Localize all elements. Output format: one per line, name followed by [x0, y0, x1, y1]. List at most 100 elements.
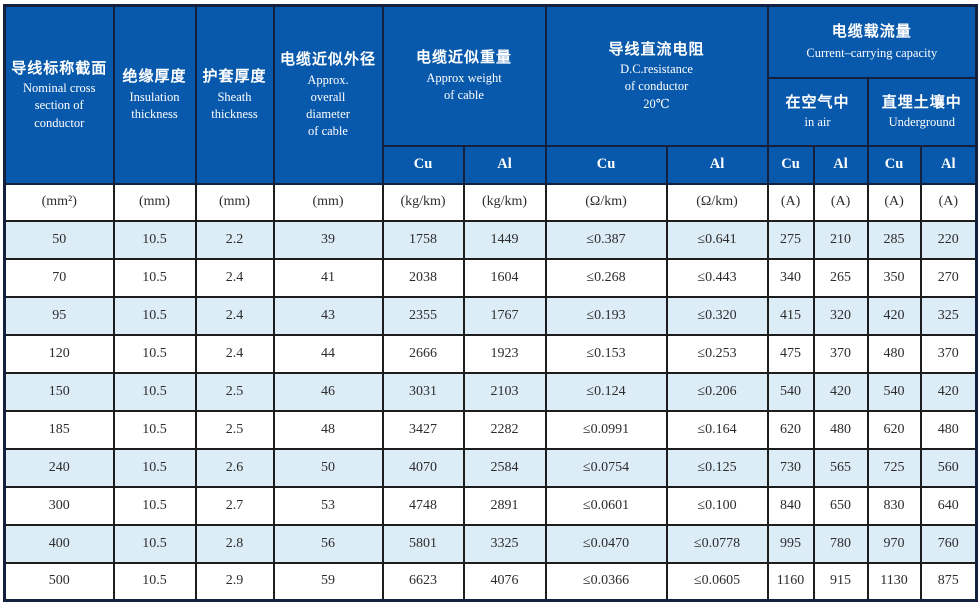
unit-resistance-al: (Ω/km) — [665, 182, 769, 222]
header-nominal-cross-section: 导线标称截面 Nominal cross section of conducto… — [3, 4, 115, 185]
cell-insulation-thickness: 10.5 — [112, 257, 197, 298]
cell-resistance-al: ≤0.641 — [665, 219, 769, 260]
cell-nominal-section: 185 — [3, 409, 115, 450]
header-resistance-en: D.C.resistance of conductor 20℃ — [620, 62, 693, 111]
cell-resistance-cu: ≤0.193 — [544, 295, 668, 336]
cell-weight-cu: 1758 — [381, 219, 465, 260]
cell-resistance-cu: ≤0.124 — [544, 371, 668, 412]
cell-sheath-thickness: 2.4 — [194, 295, 275, 336]
cell-capacity-air-cu: 620 — [766, 409, 815, 450]
cell-capacity-air-al: 320 — [812, 295, 869, 336]
cell-resistance-cu: ≤0.0754 — [544, 447, 668, 488]
cell-weight-al: 2282 — [462, 409, 547, 450]
cell-weight-al: 3325 — [462, 523, 547, 564]
header-insulation-en: Insulation thickness — [129, 89, 180, 121]
cell-capacity-air-al: 210 — [812, 219, 869, 260]
cell-capacity-air-al: 565 — [812, 447, 869, 488]
cell-resistance-al: ≤0.443 — [665, 257, 769, 298]
cell-capacity-air-al: 370 — [812, 333, 869, 374]
cell-weight-al: 1604 — [462, 257, 547, 298]
cell-resistance-al: ≤0.253 — [665, 333, 769, 374]
cell-weight-cu: 4070 — [381, 447, 465, 488]
cell-capacity-underground-cu: 285 — [866, 219, 922, 260]
table-row: 50 10.5 2.2 39 1758 1449 ≤0.387 ≤0.641 275 210 285… — [3, 219, 978, 260]
cell-resistance-cu: ≤0.0470 — [544, 523, 668, 564]
cell-nominal-section: 240 — [3, 447, 115, 488]
header-sheath-zh: 护套厚度 — [202, 69, 267, 86]
header-row-groups: 导线标称截面 Nominal cross section of conducto… — [3, 4, 978, 185]
unit-resistance-cu: (Ω/km) — [544, 182, 668, 222]
cell-weight-cu: 4748 — [381, 485, 465, 526]
cell-capacity-underground-al: 325 — [919, 295, 978, 336]
table-row: 500 10.5 2.9 59 6623 4076 ≤0.0366 ≤0.0605 1160 91… — [3, 561, 978, 602]
cell-capacity-air-cu: 540 — [766, 371, 815, 412]
cell-nominal-section: 500 — [3, 561, 115, 602]
cell-sheath-thickness: 2.5 — [194, 409, 275, 450]
unit-insulation-thickness: (mm) — [112, 182, 197, 222]
header-weight-en: Approx weight of cable — [426, 70, 502, 102]
cell-capacity-underground-al: 220 — [919, 219, 978, 260]
cell-capacity-underground-al: 270 — [919, 257, 978, 298]
table-row: 150 10.5 2.5 46 3031 2103 ≤0.124 ≤0.206 540 420 54… — [3, 371, 978, 412]
cell-capacity-air-al: 780 — [812, 523, 869, 564]
cell-sheath-thickness: 2.6 — [194, 447, 275, 488]
cell-overall-diameter: 39 — [272, 219, 384, 260]
cell-resistance-cu: ≤0.387 — [544, 219, 668, 260]
cell-overall-diameter: 43 — [272, 295, 384, 336]
material-header-capacity-underground-al: Al — [919, 144, 978, 185]
cell-insulation-thickness: 10.5 — [112, 219, 197, 260]
header-in-air-en: in air — [804, 115, 831, 130]
cell-weight-cu: 2666 — [381, 333, 465, 374]
cell-weight-cu: 2038 — [381, 257, 465, 298]
cell-overall-diameter: 44 — [272, 333, 384, 374]
material-header-weight-cu: Cu — [381, 144, 465, 185]
cell-weight-cu: 2355 — [381, 295, 465, 336]
cell-overall-diameter: 56 — [272, 523, 384, 564]
unit-weight-cu: (kg/km) — [381, 182, 465, 222]
cell-weight-al: 2584 — [462, 447, 547, 488]
cell-capacity-air-al: 650 — [812, 485, 869, 526]
header-underground-zh: 直埋土壤中 — [881, 94, 962, 111]
cell-overall-diameter: 41 — [272, 257, 384, 298]
unit-capacity-air-al: (A) — [812, 182, 869, 222]
cell-resistance-al: ≤0.320 — [665, 295, 769, 336]
cell-nominal-section: 150 — [3, 371, 115, 412]
cell-capacity-underground-al: 420 — [919, 371, 978, 412]
cell-insulation-thickness: 10.5 — [112, 409, 197, 450]
cell-weight-al: 2103 — [462, 371, 547, 412]
cell-resistance-cu: ≤0.0601 — [544, 485, 668, 526]
header-weight-zh: 电缆近似重量 — [416, 50, 513, 67]
material-row: Cu Al Cu Al Cu Al Cu Al — [5, 144, 978, 185]
table-row: 300 10.5 2.7 53 4748 2891 ≤0.0601 ≤0.100 840 650 8… — [3, 485, 978, 526]
header-insulation-zh: 绝缘厚度 — [122, 69, 187, 86]
cell-weight-al: 4076 — [462, 561, 547, 602]
header-insulation-thickness: 绝缘厚度 Insulation thickness — [112, 4, 197, 185]
cell-capacity-air-cu: 1160 — [766, 561, 815, 602]
material-header-resistance-al: Al — [665, 144, 769, 185]
cell-overall-diameter: 53 — [272, 485, 384, 526]
table-row: 120 10.5 2.4 44 2666 1923 ≤0.153 ≤0.253 475 370 48… — [3, 333, 978, 374]
table-row: 400 10.5 2.8 56 5801 3325 ≤0.0470 ≤0.0778 995 780… — [3, 523, 978, 564]
cell-capacity-underground-cu: 350 — [866, 257, 922, 298]
cell-insulation-thickness: 10.5 — [112, 447, 197, 488]
cell-capacity-air-al: 915 — [812, 561, 869, 602]
header-weight-group: 电缆近似重量 Approx weight of cable — [381, 4, 547, 147]
units-row: (mm²) (mm) (mm) (mm) (kg/km) (kg/km) (Ω/km) (Ω/… — [3, 182, 978, 222]
header-resistance-group: 导线直流电阻 D.C.resistance of conductor 20℃ — [544, 4, 769, 147]
unit-sheath-thickness: (mm) — [194, 182, 275, 222]
cell-nominal-section: 120 — [3, 333, 115, 374]
cell-capacity-underground-al: 560 — [919, 447, 978, 488]
material-header-weight-al: Al — [462, 144, 547, 185]
cell-weight-cu: 3031 — [381, 371, 465, 412]
cell-capacity-underground-al: 480 — [919, 409, 978, 450]
cell-insulation-thickness: 10.5 — [112, 333, 197, 374]
material-header-capacity-air-al: Al — [812, 144, 869, 185]
cell-nominal-section: 70 — [3, 257, 115, 298]
cell-capacity-air-cu: 840 — [766, 485, 815, 526]
cell-resistance-cu: ≤0.0991 — [544, 409, 668, 450]
cell-capacity-air-al: 265 — [812, 257, 869, 298]
unit-overall-diameter: (mm) — [272, 182, 384, 222]
cell-sheath-thickness: 2.5 — [194, 371, 275, 412]
header-nominal-zh: 导线标称截面 — [11, 60, 108, 77]
